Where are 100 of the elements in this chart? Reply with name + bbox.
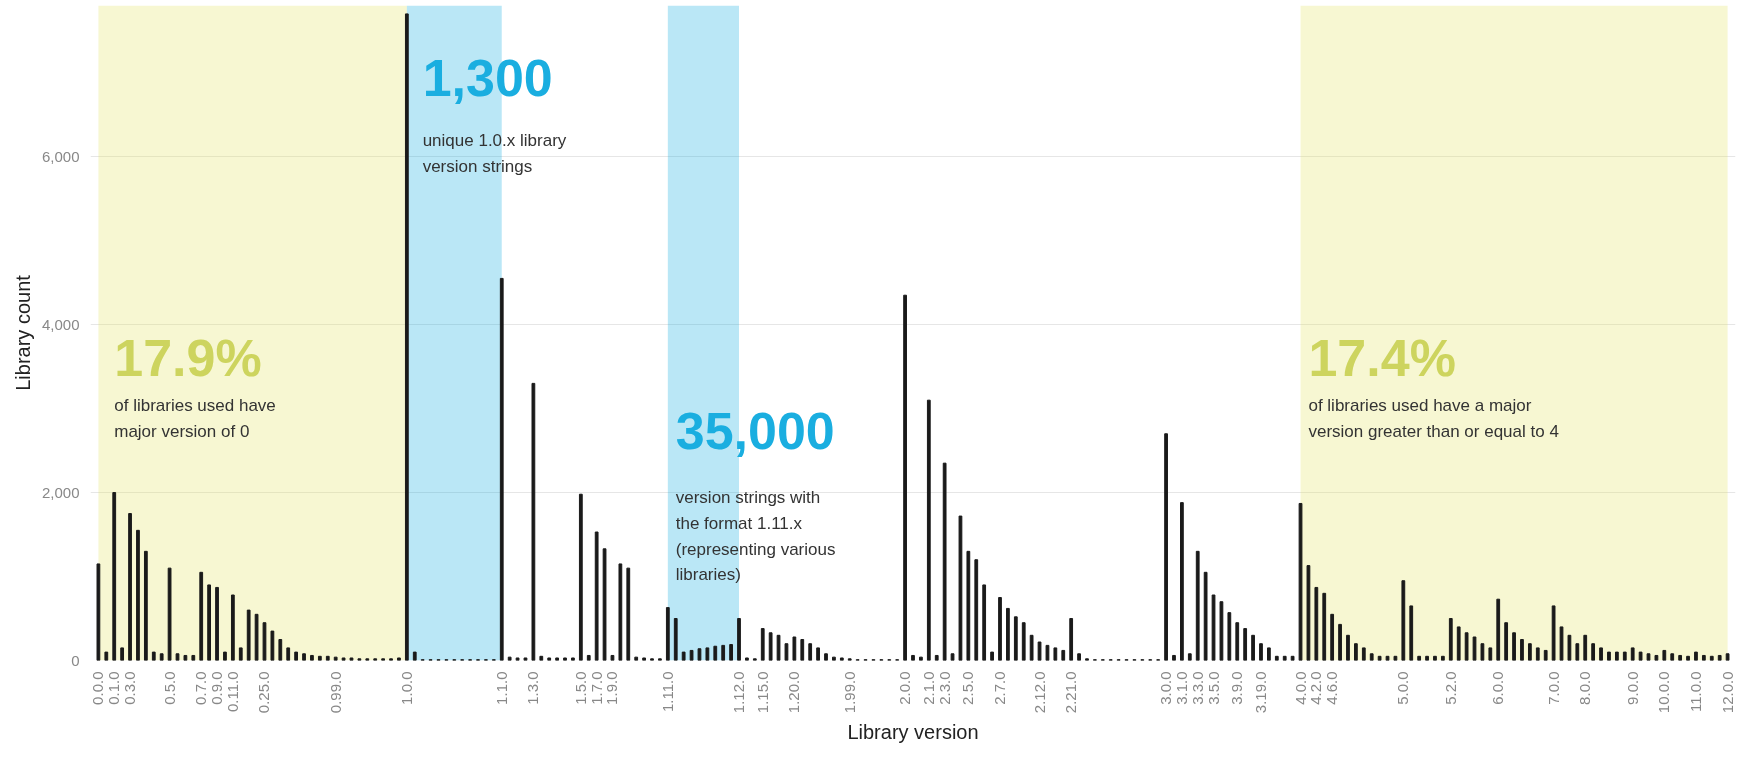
- x-tick-label: 8.0.0: [1576, 671, 1594, 705]
- bar: [1575, 643, 1580, 661]
- bar: [808, 643, 813, 661]
- bar: [302, 653, 306, 661]
- bar: [571, 657, 575, 661]
- bar: [547, 657, 552, 661]
- bar: [499, 277, 504, 661]
- bar: [191, 654, 196, 661]
- bar: [974, 559, 979, 661]
- bar: [1630, 647, 1635, 661]
- bar: [1235, 622, 1240, 661]
- bar: [1709, 655, 1714, 661]
- bar: [1535, 647, 1540, 661]
- bar: [1338, 623, 1342, 661]
- bar: [207, 584, 212, 661]
- bar: [175, 653, 180, 661]
- bar: [1448, 618, 1453, 661]
- bar: [1006, 607, 1010, 661]
- bar: [1369, 653, 1374, 661]
- y-tick-label: 0: [71, 651, 80, 669]
- bar: [531, 382, 536, 661]
- x-tick-label: 5.2.0: [1441, 671, 1459, 705]
- bar: [1164, 433, 1168, 661]
- x-tick-label: 0.9.0: [208, 671, 226, 705]
- bar: [1717, 654, 1722, 661]
- bar: [1354, 643, 1358, 661]
- x-tick-label: 4.0.0: [1291, 671, 1309, 705]
- x-tick-label: 7.0.0: [1544, 671, 1562, 705]
- annotation: version strings with the format 1.11.x (representing various libraries): [675, 488, 836, 585]
- bar: [681, 651, 686, 661]
- x-tick-label: 2.3.0: [935, 671, 953, 705]
- bar: [1662, 649, 1667, 661]
- bar: [713, 645, 718, 661]
- bar: [1274, 655, 1279, 661]
- bar: [982, 584, 987, 661]
- bar: [1512, 632, 1516, 661]
- bar: [1583, 634, 1588, 661]
- x-tick-label: 1.12.0: [730, 671, 748, 714]
- bar: [697, 648, 702, 661]
- bar: [1551, 605, 1556, 661]
- bar: [1614, 651, 1619, 661]
- bar: [1219, 601, 1224, 661]
- x-tick-label: 1.5.0: [571, 671, 589, 705]
- bar: [950, 653, 955, 661]
- x-tick-label: 2.1.0: [919, 671, 937, 705]
- bar: [563, 657, 567, 661]
- bar: [1290, 655, 1295, 661]
- bar: [1527, 643, 1532, 661]
- bar: [665, 607, 670, 661]
- bar: [262, 622, 267, 661]
- bar: [705, 647, 710, 661]
- x-tick-label: 1.9.0: [603, 671, 621, 705]
- x-tick-label: 5.0.0: [1394, 671, 1412, 705]
- bar: [1456, 626, 1461, 661]
- bar: [839, 657, 844, 661]
- bar: [824, 653, 828, 661]
- bar: [1211, 594, 1216, 661]
- bar: [1409, 605, 1414, 661]
- bar: [515, 657, 520, 661]
- bar: [642, 657, 646, 661]
- bar: [310, 654, 314, 661]
- x-tick-label: 2.21.0: [1062, 671, 1080, 714]
- x-tick-label: 6.0.0: [1489, 671, 1507, 705]
- x-tick-label: 0.1.0: [105, 671, 123, 705]
- bar: [1425, 655, 1429, 661]
- bar: [673, 618, 678, 661]
- bar: [278, 639, 283, 661]
- bar: [246, 609, 251, 661]
- bar: [1520, 639, 1524, 661]
- bar: [934, 654, 939, 661]
- annotation: of libraries used have major version of 0: [114, 395, 276, 441]
- bar: [1433, 655, 1437, 661]
- bar: [539, 655, 544, 661]
- bar: [1654, 654, 1659, 661]
- bar: [1496, 598, 1501, 661]
- bar: [397, 657, 401, 661]
- bar: [128, 513, 132, 661]
- bar: [1559, 626, 1564, 661]
- bar: [776, 634, 781, 661]
- bar: [1401, 580, 1406, 661]
- bar: [919, 656, 923, 661]
- bar: [151, 651, 156, 661]
- bar: [167, 567, 172, 661]
- bar: [1077, 653, 1081, 661]
- bar: [230, 594, 235, 661]
- x-tick-label: 1.0.0: [397, 671, 415, 705]
- x-tick-label: 1.1.0: [492, 671, 510, 705]
- bar: [1670, 653, 1675, 661]
- bar: [404, 13, 409, 661]
- x-tick-label: 2.7.0: [991, 671, 1008, 705]
- bar: [768, 632, 773, 661]
- x-axis-title: Library version: [847, 721, 979, 744]
- x-tick-label: 3.19.0: [1251, 671, 1269, 714]
- bar: [1069, 618, 1074, 661]
- bar: [1543, 649, 1548, 661]
- bar: [942, 462, 947, 661]
- bar: [1195, 550, 1200, 661]
- bar: [1591, 643, 1596, 661]
- bar: [238, 647, 243, 661]
- annotation: 35,000: [675, 401, 835, 460]
